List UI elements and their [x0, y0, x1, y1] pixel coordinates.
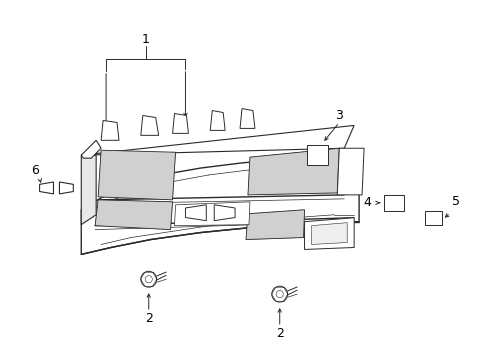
Polygon shape [101, 121, 119, 140]
Text: 5: 5 [451, 195, 459, 208]
Circle shape [141, 271, 156, 287]
Polygon shape [81, 150, 358, 255]
Polygon shape [98, 150, 175, 200]
Polygon shape [174, 202, 249, 226]
Polygon shape [214, 205, 235, 221]
Polygon shape [240, 109, 254, 129]
Polygon shape [383, 195, 403, 211]
Polygon shape [81, 125, 353, 155]
Polygon shape [95, 200, 172, 230]
Text: 1: 1 [142, 33, 149, 46]
Text: 3: 3 [335, 109, 343, 122]
Polygon shape [172, 113, 188, 133]
Polygon shape [60, 182, 73, 194]
Polygon shape [210, 111, 224, 130]
Polygon shape [81, 155, 96, 225]
Polygon shape [304, 218, 353, 249]
Polygon shape [247, 148, 339, 195]
Circle shape [271, 286, 287, 302]
Polygon shape [245, 210, 304, 239]
Polygon shape [311, 223, 346, 244]
Polygon shape [337, 148, 364, 195]
Polygon shape [424, 211, 442, 225]
Text: 6: 6 [31, 163, 39, 176]
Text: 2: 2 [275, 327, 283, 340]
Circle shape [276, 291, 283, 298]
Polygon shape [306, 145, 327, 165]
Polygon shape [40, 182, 53, 194]
Polygon shape [81, 140, 101, 158]
Circle shape [145, 276, 152, 283]
Polygon shape [185, 205, 206, 221]
Text: 4: 4 [363, 196, 370, 209]
Polygon shape [141, 116, 158, 135]
Text: 2: 2 [144, 312, 152, 325]
